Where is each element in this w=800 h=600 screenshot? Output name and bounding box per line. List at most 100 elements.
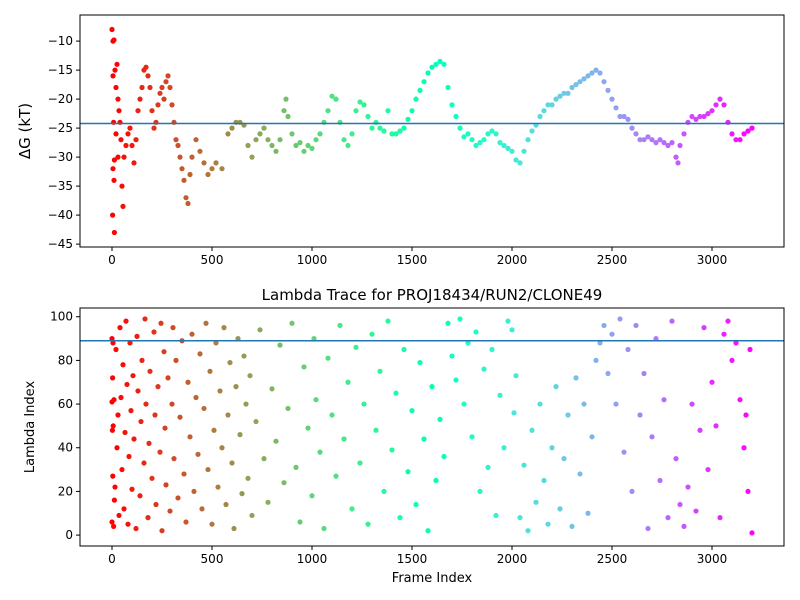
lambda-data-point <box>145 515 151 521</box>
delta-g-data-point <box>209 166 215 172</box>
lambda-data-point <box>138 418 144 425</box>
delta-g-x-tick-label: 500 <box>201 253 224 267</box>
delta-g-data-point <box>114 61 120 67</box>
delta-g-data-point <box>585 73 591 79</box>
lambda-data-point <box>713 423 719 429</box>
lambda-data-point <box>171 456 177 462</box>
lambda-data-point <box>141 460 147 466</box>
lambda-data-point <box>285 405 291 412</box>
delta-g-y-tick-label: −30 <box>48 150 73 164</box>
delta-g-data-point <box>657 137 663 143</box>
lambda-data-point <box>641 370 647 377</box>
lambda-data-point <box>301 364 307 370</box>
delta-g-data-point <box>121 154 127 160</box>
lambda-data-point <box>305 425 311 431</box>
delta-g-data-point <box>111 157 117 163</box>
lambda-data-point <box>377 368 383 374</box>
delta-g-data-point <box>429 64 435 70</box>
lambda-data-point <box>601 322 607 329</box>
lambda-data-point <box>717 515 723 521</box>
lambda-x-ticks: 0 500 1000 1500 2000 2500 3000 <box>108 546 727 566</box>
lambda-data-point <box>124 381 130 388</box>
delta-g-data-point <box>369 125 375 131</box>
lambda-data-point <box>269 386 275 392</box>
lambda-data-point <box>505 318 511 324</box>
lambda-data-point <box>241 353 247 359</box>
delta-g-data-point <box>365 113 371 120</box>
delta-g-x-ticks: 0 500 1000 1500 2000 2500 3000 <box>108 247 727 267</box>
lambda-data-point <box>221 325 227 331</box>
lambda-data-point <box>581 401 587 407</box>
delta-g-axes-frame <box>79 14 785 248</box>
lambda-data-point <box>201 405 207 412</box>
delta-g-data-point <box>115 96 121 102</box>
delta-g-data-point <box>229 125 235 131</box>
lambda-data-point <box>131 436 137 442</box>
lambda-data-point <box>385 318 391 324</box>
delta-g-data-point <box>115 154 121 160</box>
delta-g-data-point <box>385 108 391 114</box>
lambda-data-point <box>511 410 517 416</box>
lambda-data-point <box>637 412 643 418</box>
delta-g-data-point <box>509 148 515 154</box>
delta-g-data-point <box>501 142 507 149</box>
lambda-data-point <box>397 515 403 521</box>
delta-g-data-point <box>269 142 275 149</box>
delta-g-data-point <box>113 84 119 91</box>
delta-g-data-point <box>481 137 487 143</box>
delta-g-data-point <box>116 108 122 114</box>
delta-g-data-point <box>749 125 755 131</box>
lambda-data-point <box>433 477 439 484</box>
delta-g-data-point <box>537 113 543 120</box>
lambda-data-point <box>193 394 199 401</box>
lambda-y-ticks: 0 20 40 60 80 100 <box>50 310 80 542</box>
delta-g-data-point <box>181 177 187 183</box>
lambda-data-point <box>152 412 158 418</box>
delta-g-data-point <box>309 145 315 151</box>
delta-g-data-point <box>485 131 491 137</box>
lambda-data-point <box>357 460 363 466</box>
lambda-data-point <box>605 370 611 377</box>
delta-g-data-point <box>185 200 191 207</box>
lambda-data-point <box>501 445 507 451</box>
lambda-data-point <box>705 466 711 473</box>
lambda-data-point <box>633 322 639 329</box>
delta-g-data-point <box>445 84 451 91</box>
delta-g-data-point <box>441 61 447 67</box>
lambda-data-point <box>545 521 551 527</box>
delta-g-data-point <box>637 137 643 143</box>
lambda-data-point <box>393 390 399 396</box>
lambda-data-point <box>521 462 527 468</box>
lambda-data-point <box>741 445 747 451</box>
delta-g-data-point <box>317 131 323 137</box>
lambda-data-point <box>116 512 122 519</box>
lambda-data-point <box>529 427 535 433</box>
delta-g-data-point <box>609 96 615 102</box>
lambda-data-point <box>661 397 667 403</box>
delta-g-data-point <box>741 131 747 137</box>
lambda-data-point <box>593 357 599 363</box>
lambda-data-point <box>134 333 140 339</box>
lambda-y-tick-label: 40 <box>58 441 73 455</box>
delta-g-data-point <box>409 108 415 114</box>
lambda-data-point <box>122 429 128 436</box>
lambda-data-point <box>197 351 203 357</box>
delta-g-data-point <box>513 157 519 163</box>
lambda-data-point <box>537 401 543 407</box>
delta-g-data-point <box>621 113 627 120</box>
delta-g-data-point <box>549 102 555 108</box>
lambda-data-point <box>235 335 241 342</box>
delta-g-data-point <box>225 131 231 137</box>
lambda-data-point <box>126 453 132 460</box>
lambda-data-point <box>533 499 539 505</box>
delta-g-data-point <box>111 229 117 236</box>
delta-g-data-point <box>135 108 141 114</box>
lambda-data-point <box>749 530 755 536</box>
delta-g-data-point <box>665 142 671 149</box>
lambda-data-point <box>191 488 197 495</box>
delta-g-data-point <box>110 73 116 79</box>
delta-g-data-point <box>717 96 723 102</box>
lambda-data-point <box>213 340 219 346</box>
delta-g-data-point <box>473 142 479 149</box>
lambda-data-point <box>203 320 209 326</box>
